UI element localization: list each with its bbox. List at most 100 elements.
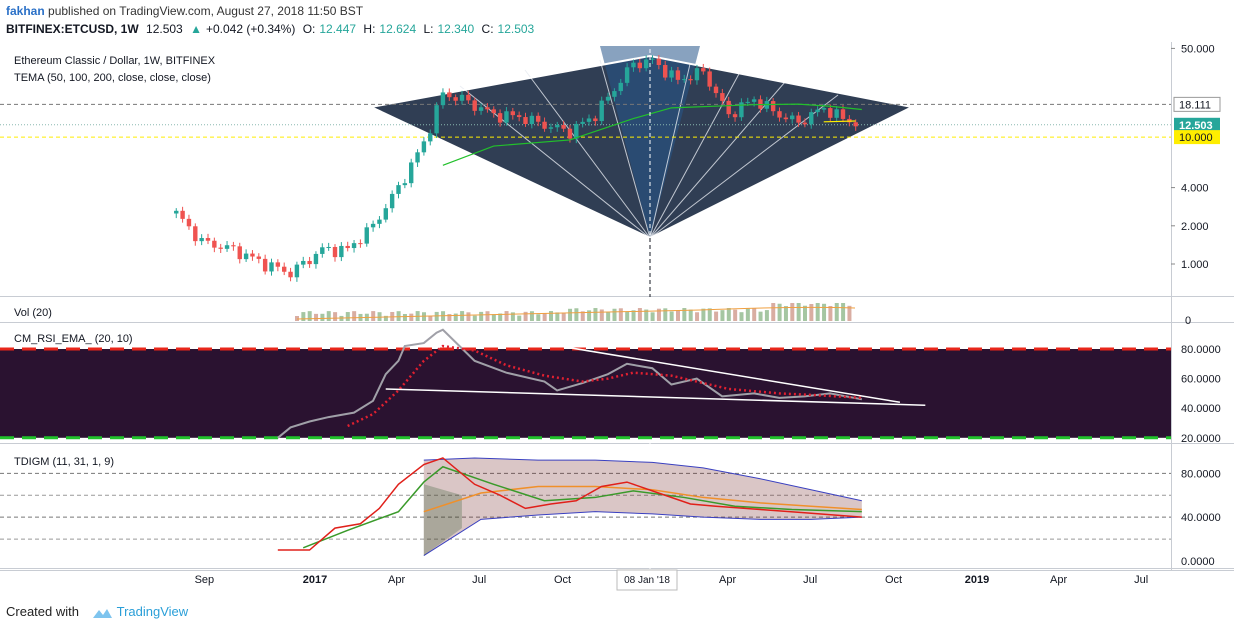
candle [332, 244, 338, 262]
volume-bar [771, 303, 776, 321]
candle [282, 262, 287, 276]
candle-body [828, 108, 833, 118]
price-label-box [1174, 130, 1220, 145]
candle [180, 206, 185, 223]
candle-body [440, 92, 446, 106]
candle [275, 259, 281, 272]
volume-bar [504, 311, 509, 321]
candle-body [701, 68, 706, 72]
candle-body [529, 115, 535, 125]
x-tick-label: Oct [885, 574, 902, 586]
tema-yellow-segment [823, 120, 856, 123]
candle-body [428, 133, 433, 142]
volume-bar [682, 308, 687, 321]
volume-bar [822, 303, 827, 321]
candle [701, 63, 706, 75]
candle [624, 63, 630, 87]
candle-body [485, 107, 490, 110]
volume-bar [809, 304, 814, 321]
candle-body [421, 141, 427, 153]
candle-body [478, 107, 484, 111]
candle-body [682, 79, 687, 81]
candle-body [231, 245, 236, 247]
rsi-tick-label: 20.0000 [1181, 433, 1221, 445]
volume-bar [345, 312, 350, 321]
volume-bar [714, 311, 719, 321]
candle-body [631, 62, 636, 68]
tdi-band-fill [423, 457, 862, 556]
candle-body [688, 79, 693, 81]
candle-body [605, 96, 611, 101]
candle-body [802, 122, 808, 125]
volume-bar [593, 308, 598, 321]
candle [574, 120, 579, 144]
candle-body [313, 253, 319, 265]
candle [555, 121, 560, 132]
candle-body [224, 245, 230, 249]
candle [650, 55, 655, 64]
volume-bar [479, 311, 484, 321]
publish-line: fakhan published on TradingView.com, Aug… [6, 4, 363, 18]
candle-body [656, 58, 662, 66]
y-tick-label: 2.000 [1181, 221, 1209, 233]
candle-body [294, 264, 300, 278]
candle-body [523, 117, 528, 125]
candle-body [663, 65, 668, 78]
candle-body [332, 246, 338, 258]
candle [409, 158, 414, 188]
candle-body [205, 238, 211, 241]
volume-bar [568, 308, 573, 321]
candle [599, 96, 604, 125]
volume-bar [847, 305, 852, 321]
rsi-tick-label: 40.0000 [1181, 403, 1221, 415]
volume-bar [663, 308, 668, 321]
volume-bar [733, 309, 738, 321]
volume-bar [517, 315, 522, 321]
volume-bar [656, 308, 661, 321]
candle-body [389, 193, 395, 209]
candle-body [713, 86, 719, 94]
open-value: 12.447 [319, 22, 357, 36]
vol-title: Vol (20) [14, 307, 52, 319]
candle [466, 90, 471, 104]
candle-body [364, 227, 369, 244]
tradingview-link[interactable]: TradingView [116, 604, 189, 619]
candle [193, 223, 198, 246]
volume-ma-line [296, 306, 856, 320]
volume-bar [790, 303, 795, 321]
volume-bar [447, 314, 452, 321]
author-link[interactable]: fakhan [6, 4, 45, 18]
volume-bar [834, 303, 839, 321]
candle-body [669, 70, 674, 78]
candle [218, 243, 223, 253]
volume-bar [510, 312, 515, 321]
candle-body [453, 97, 458, 101]
candle [396, 181, 401, 199]
candle [536, 112, 541, 127]
volume-bar [587, 310, 592, 321]
candle-body [212, 240, 217, 248]
candle [478, 103, 484, 115]
candle-body [491, 109, 496, 114]
candle [485, 103, 490, 113]
candle [199, 234, 204, 246]
candle [262, 254, 268, 275]
candle-body [345, 245, 350, 249]
candle-body [256, 256, 262, 259]
candle-body [815, 109, 820, 113]
candle-body [777, 111, 782, 118]
tdi-green-line [302, 465, 862, 549]
candle-body [707, 71, 712, 87]
candle [421, 137, 427, 156]
tdi-tick-label: 80.0000 [1181, 468, 1221, 480]
volume-bar [764, 310, 769, 321]
candle [256, 253, 262, 264]
candle [358, 239, 363, 248]
candle-body [739, 102, 744, 118]
volume-bar [523, 311, 528, 321]
main-indicator: TEMA (50, 100, 200, close, close, close) [14, 72, 211, 84]
volume-bar [644, 309, 649, 321]
candle-body [840, 109, 846, 119]
candle [440, 88, 446, 109]
